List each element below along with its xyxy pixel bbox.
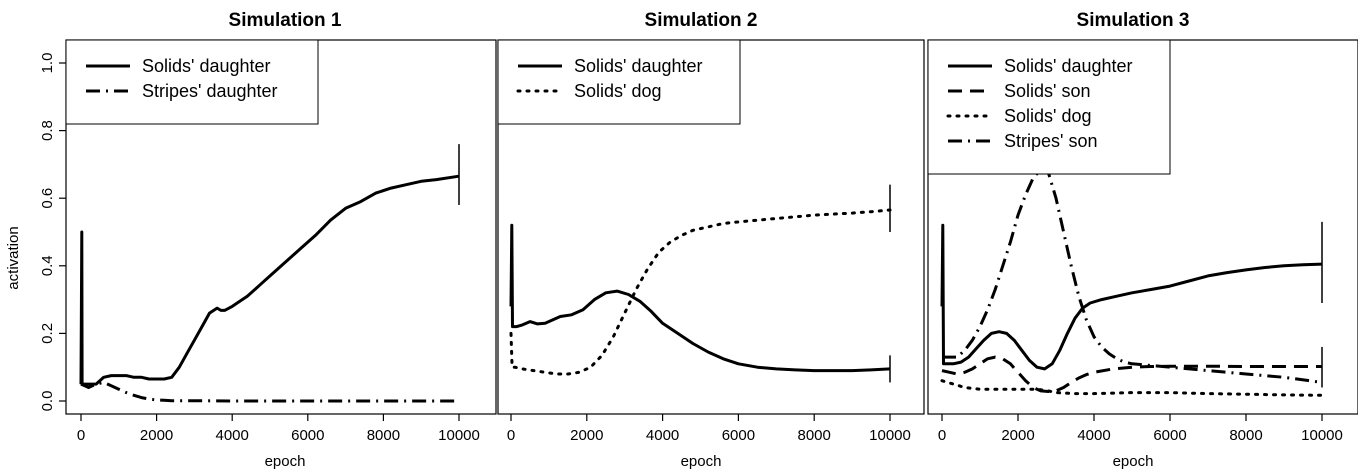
series-line [942, 166, 1323, 384]
x-tick-label: 8000 [1229, 427, 1262, 444]
x-tick-label: 10000 [869, 427, 911, 444]
legend-label: Solids' daughter [142, 56, 271, 76]
series-line [940, 379, 1324, 397]
series-line [940, 223, 1323, 371]
legend-label: Solids' son [1004, 81, 1090, 101]
legend-box [927, 39, 1171, 175]
panel-title: Simulation 1 [229, 10, 342, 31]
y-tick-label: 0.8 [39, 120, 56, 141]
x-axis-label: epoch [1113, 453, 1154, 470]
series-line [80, 380, 459, 403]
x-tick-label: 10000 [438, 427, 480, 444]
y-tick-label: 0.6 [39, 188, 56, 209]
legend-box [497, 39, 741, 125]
x-axis-label: epoch [681, 453, 722, 470]
legend-label: Solids' dog [574, 81, 662, 101]
x-tick-label: 2000 [140, 427, 173, 444]
x-tick-label: 6000 [1153, 427, 1186, 444]
x-tick-label: 8000 [798, 427, 831, 444]
series-line [509, 208, 892, 376]
legend-label: Stripes' son [1004, 131, 1097, 151]
panel-simulation-1: Simulation 1 activation epoch 0 2000 4000 6… [5, 10, 497, 470]
y-tick-label: 0.2 [39, 323, 56, 344]
panel-simulation-3: Simulation 3 epoch 0 2000 4000 6000 8000 1000… [927, 10, 1358, 470]
legend-label: Solids' daughter [574, 56, 703, 76]
x-tick-label: 10000 [1301, 427, 1343, 444]
y-axis-label: activation [5, 226, 22, 289]
legend-label: Solids' daughter [1004, 56, 1133, 76]
panel-simulation-2: Simulation 2 epoch 0 2000 4000 6000 8000 1000… [497, 10, 925, 470]
legend-box [65, 39, 319, 125]
y-tick-label: 0.0 [39, 391, 56, 412]
x-tick-label: 8000 [367, 427, 400, 444]
x-tick-label: 4000 [646, 427, 679, 444]
panel-title: Simulation 2 [645, 10, 758, 31]
series-line [79, 174, 460, 386]
x-tick-label: 6000 [291, 427, 324, 444]
legend-label: Stripes' daughter [142, 81, 278, 101]
x-tick-label: 0 [77, 427, 85, 444]
x-tick-label: 2000 [570, 427, 603, 444]
series-line [509, 223, 891, 373]
x-tick-label: 0 [507, 427, 515, 444]
x-tick-label: 2000 [1001, 427, 1034, 444]
x-axis-label: epoch [265, 453, 306, 470]
x-tick-label: 4000 [216, 427, 249, 444]
y-tick-label: 1.0 [39, 53, 56, 74]
y-tick-label: 0.4 [39, 255, 56, 276]
series-line [941, 355, 1322, 393]
legend-label: Solids' dog [1004, 106, 1092, 126]
x-tick-label: 0 [938, 427, 946, 444]
x-tick-label: 4000 [1077, 427, 1110, 444]
x-tick-label: 6000 [722, 427, 755, 444]
panel-title: Simulation 3 [1077, 10, 1190, 31]
